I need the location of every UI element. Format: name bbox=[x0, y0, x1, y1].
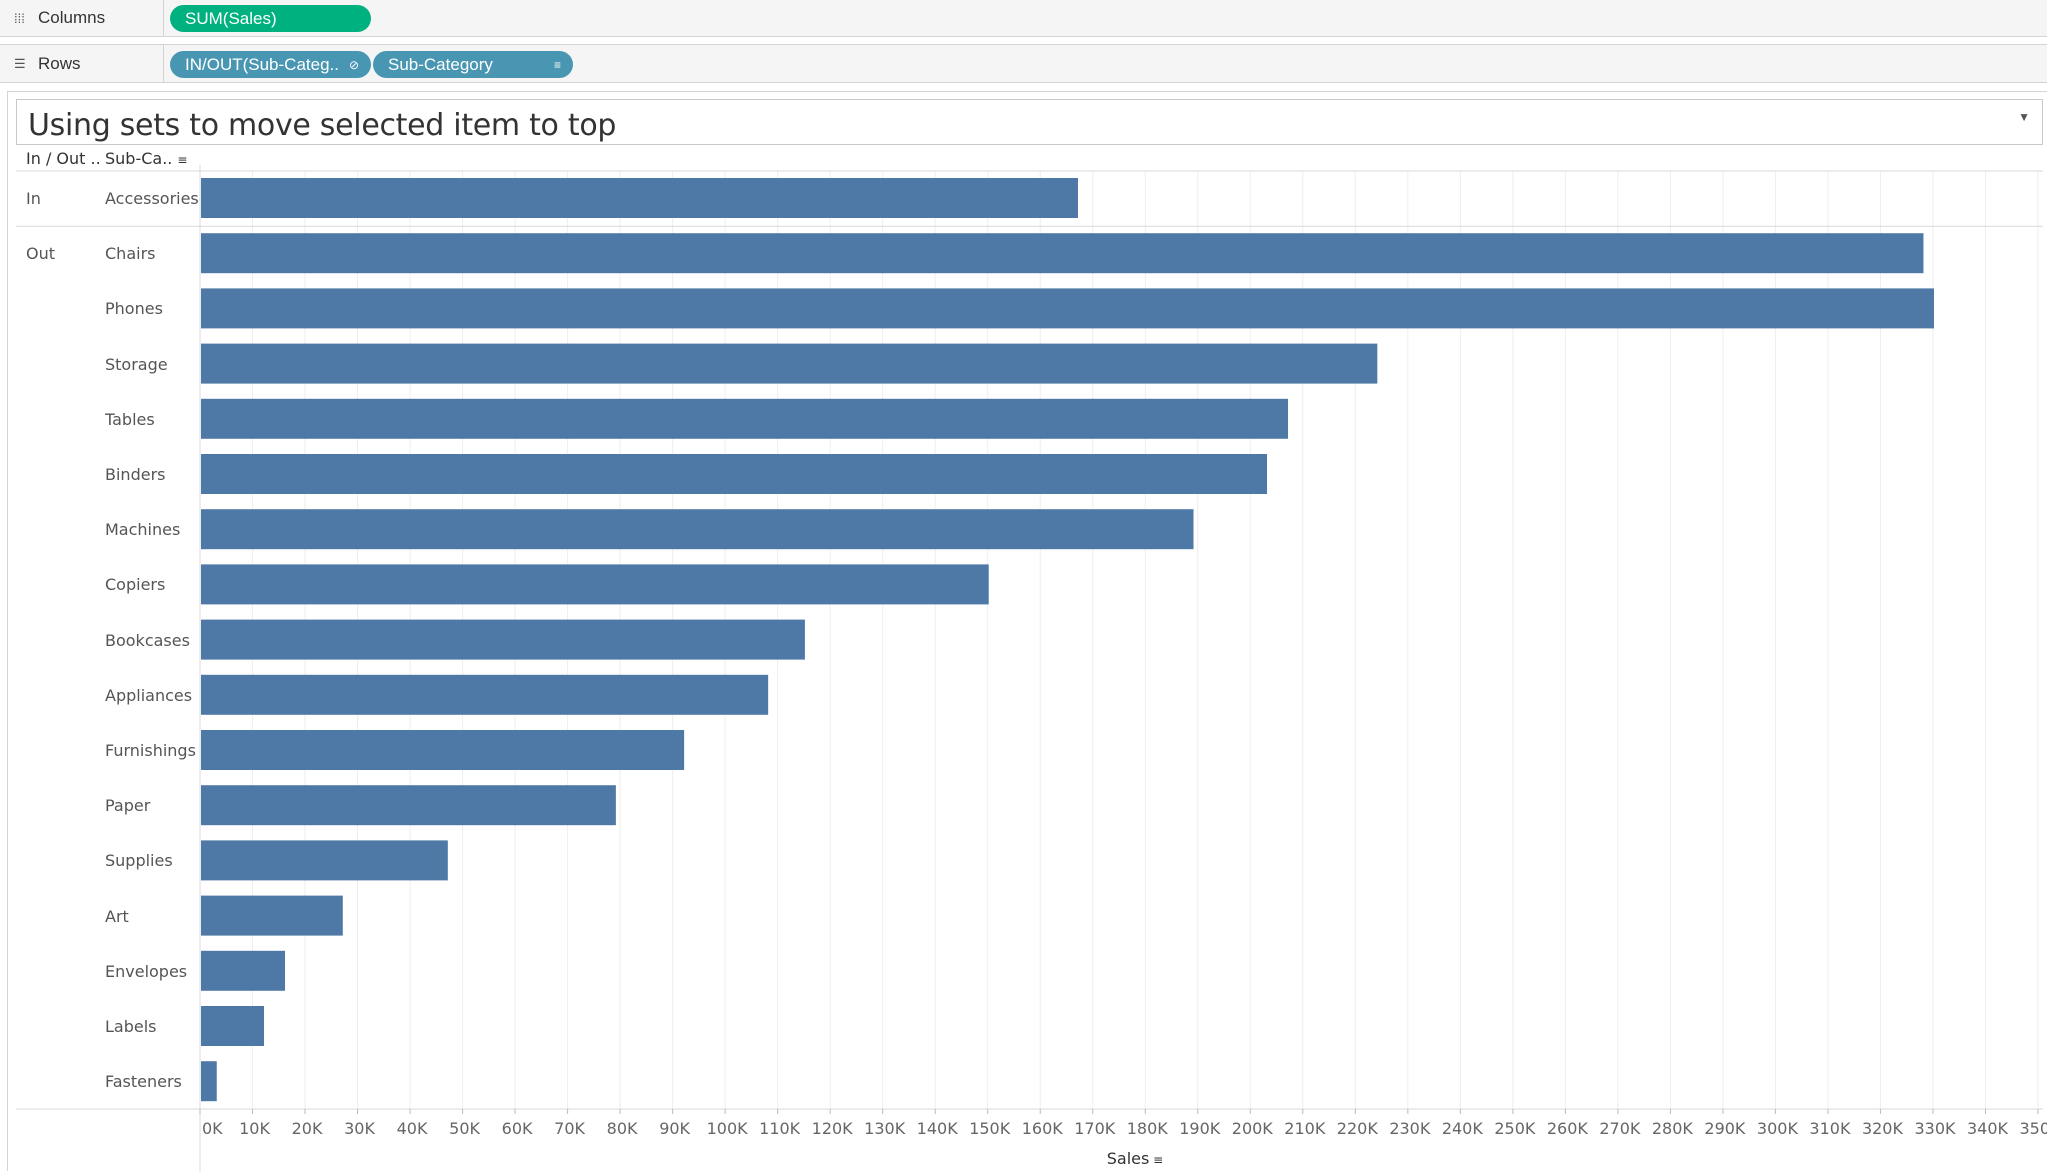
x-tick-label: 320K bbox=[1862, 1119, 1904, 1138]
x-tick-label: 270K bbox=[1599, 1119, 1641, 1138]
x-tick-label: 340K bbox=[1967, 1119, 2009, 1138]
shelf-divider bbox=[163, 0, 164, 36]
category-label[interactable]: Appliances bbox=[105, 685, 193, 705]
category-label[interactable]: Paper bbox=[105, 796, 151, 816]
x-tick-label: 290K bbox=[1704, 1119, 1746, 1138]
x-tick-label: 180K bbox=[1127, 1119, 1169, 1138]
rows-shelf-label: ☰ Rows bbox=[14, 53, 81, 73]
bar bbox=[201, 398, 1289, 439]
x-tick-label: 120K bbox=[812, 1119, 854, 1138]
category-label[interactable]: Copiers bbox=[105, 575, 166, 595]
x-tick-label: 20K bbox=[292, 1119, 323, 1138]
x-tick-label: 100K bbox=[707, 1119, 749, 1138]
x-tick-label: 60K bbox=[502, 1119, 533, 1138]
x-tick-label: 190K bbox=[1179, 1119, 1221, 1138]
sort-icon[interactable]: ≡ bbox=[1149, 1153, 1164, 1167]
bar-chart: 0K 10K 20K 30K 40K 50K 60K 70K 80K 90K 100K 110K 120… bbox=[16, 165, 2047, 1172]
group-label[interactable]: In bbox=[26, 189, 41, 208]
sub-category-pill[interactable]: Sub-Category ≡ bbox=[373, 51, 573, 78]
x-tick-label: 280K bbox=[1652, 1119, 1694, 1138]
bar bbox=[201, 1061, 217, 1102]
rows-icon: ☰ bbox=[14, 55, 26, 71]
sort-icon: ≡ bbox=[553, 57, 561, 72]
bar bbox=[201, 730, 685, 770]
category-label[interactable]: Supplies bbox=[105, 851, 173, 871]
x-tick-label: 170K bbox=[1074, 1119, 1116, 1138]
worksheet-view: Using sets to move selected item to top … bbox=[7, 91, 2047, 1172]
x-tick-label: 200K bbox=[1232, 1119, 1274, 1138]
category-label[interactable]: Chairs bbox=[105, 244, 156, 264]
bar bbox=[201, 950, 286, 991]
x-tick-label: 110K bbox=[759, 1119, 801, 1138]
group-label[interactable]: Out bbox=[26, 244, 56, 264]
rows-shelf[interactable]: ☰ Rows IN/OUT(Sub-Categ.. ⊘ Sub-Category… bbox=[0, 44, 2047, 83]
x-tick-label: 40K bbox=[397, 1119, 428, 1138]
x-tick-label: 210K bbox=[1284, 1119, 1326, 1138]
bar bbox=[201, 343, 1378, 384]
category-label[interactable]: Machines bbox=[105, 520, 181, 540]
x-tick-label: 160K bbox=[1022, 1119, 1064, 1138]
x-tick-label: 330K bbox=[1914, 1119, 1956, 1138]
bar bbox=[201, 619, 805, 660]
worksheet-title-box[interactable]: Using sets to move selected item to top … bbox=[16, 99, 2043, 145]
bar bbox=[201, 785, 616, 826]
category-label[interactable]: Envelopes bbox=[105, 961, 188, 981]
category-label[interactable]: Art bbox=[105, 906, 129, 926]
x-axis-title-text: Sales bbox=[1106, 1149, 1150, 1168]
x-tick-label: 90K bbox=[659, 1119, 690, 1138]
x-tick-label: 150K bbox=[969, 1119, 1011, 1138]
bar bbox=[201, 840, 448, 881]
x-tick-label: 250K bbox=[1494, 1119, 1536, 1138]
bar bbox=[201, 564, 989, 605]
columns-icon: ⁞⁞⁞ bbox=[14, 10, 25, 26]
x-tick-label: 260K bbox=[1547, 1119, 1589, 1138]
x-tick-label: 10K bbox=[239, 1119, 270, 1138]
set-icon: ⊘ bbox=[348, 57, 359, 72]
bar bbox=[201, 288, 1934, 329]
category-label[interactable]: Labels bbox=[105, 1017, 157, 1036]
category-label[interactable]: Binders bbox=[105, 465, 166, 484]
category-label[interactable]: Furnishings bbox=[105, 741, 196, 760]
inout-set-pill[interactable]: IN/OUT(Sub-Categ.. ⊘ bbox=[170, 51, 371, 78]
bar bbox=[201, 674, 769, 715]
header-subcategory[interactable]: Sub-Ca.. ≡ bbox=[105, 149, 188, 168]
x-tick-label: 220K bbox=[1337, 1119, 1379, 1138]
sort-icon[interactable]: ≡ bbox=[177, 153, 188, 167]
x-tick-label: 80K bbox=[607, 1119, 638, 1138]
worksheet-title: Using sets to move selected item to top bbox=[28, 108, 617, 143]
category-label[interactable]: Accessories bbox=[105, 189, 199, 208]
x-tick-label: 70K bbox=[554, 1119, 585, 1138]
x-tick-label: 50K bbox=[449, 1119, 480, 1138]
shelf-divider bbox=[163, 45, 164, 82]
x-tick-label: 310K bbox=[1809, 1119, 1851, 1138]
x-tick-label: 350K bbox=[2019, 1119, 2047, 1138]
bar bbox=[201, 1006, 265, 1046]
category-label[interactable]: Storage bbox=[105, 354, 168, 374]
category-label[interactable]: Phones bbox=[105, 299, 163, 319]
x-axis-title[interactable]: Sales ≡ bbox=[1107, 1149, 1163, 1168]
x-tick-label: 140K bbox=[917, 1119, 959, 1138]
x-tick-label: 230K bbox=[1389, 1119, 1431, 1138]
chevron-down-icon[interactable]: ▼ bbox=[2018, 110, 2030, 124]
bar bbox=[201, 509, 1194, 550]
sum-sales-pill[interactable]: SUM(Sales) bbox=[170, 5, 371, 32]
x-tick-label: 0K bbox=[202, 1119, 223, 1138]
columns-shelf[interactable]: ⁞⁞⁞ Columns SUM(Sales) bbox=[0, 0, 2047, 37]
x-tick-label: 30K bbox=[344, 1119, 375, 1138]
bar bbox=[201, 178, 1078, 218]
x-tick-label: 240K bbox=[1442, 1119, 1484, 1138]
category-label[interactable]: Fasteners bbox=[105, 1072, 182, 1092]
header-inout[interactable]: In / Out .. bbox=[26, 149, 101, 168]
bar bbox=[201, 895, 343, 936]
bar bbox=[201, 454, 1268, 494]
x-tick-label: 300K bbox=[1757, 1119, 1799, 1138]
category-label[interactable]: Bookcases bbox=[105, 630, 190, 650]
bar bbox=[201, 233, 1924, 274]
x-tick-label: 130K bbox=[864, 1119, 906, 1138]
category-label[interactable]: Tables bbox=[105, 409, 155, 429]
columns-shelf-label: ⁞⁞⁞ Columns bbox=[14, 8, 106, 27]
